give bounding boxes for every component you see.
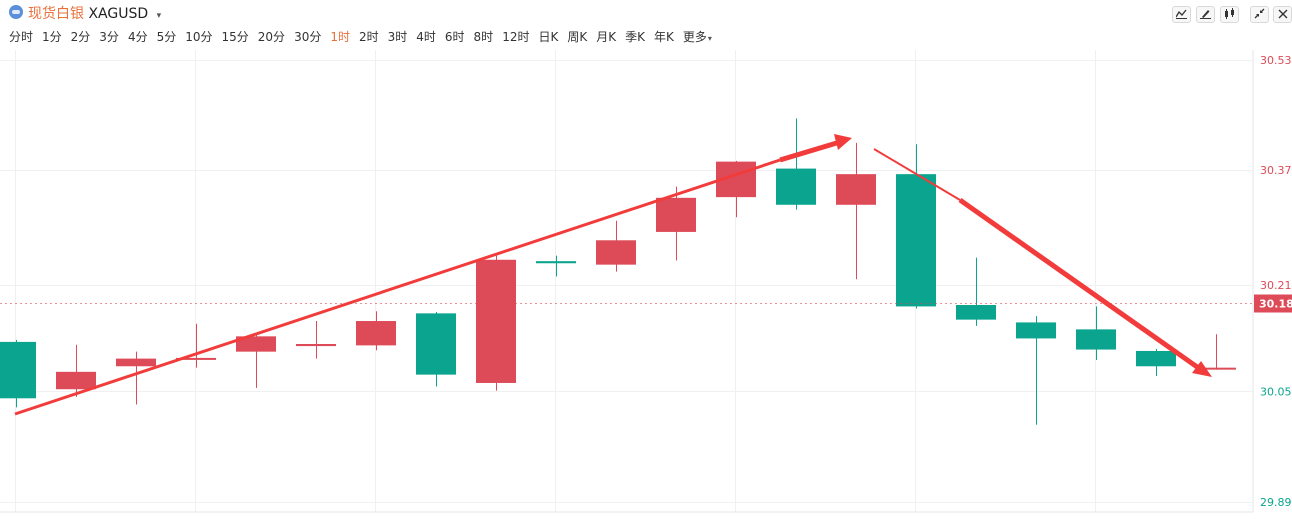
candle-body [476,259,516,383]
candle [1136,348,1176,377]
price-tick-label: 29.898 [1260,496,1292,509]
chevron-down-icon: ▾ [707,34,712,43]
current-price-label: 30.184 [1259,298,1292,311]
interval-tab[interactable]: 2分 [70,30,91,44]
candle-body [836,174,876,205]
candle-body [596,240,636,265]
trend-down-arrowhead [1192,361,1212,377]
interval-tab[interactable]: 季K [625,30,645,44]
candle [236,334,276,388]
candle [56,344,96,397]
price-tick-label: 30.533 [1260,54,1292,67]
interval-tab[interactable]: 5分 [156,30,177,44]
candle-body [236,336,276,352]
price-tick-label: 30.210 [1260,279,1292,292]
candle-body [416,313,456,375]
candle [896,144,936,309]
candle [1016,316,1056,425]
interval-tab[interactable]: 周K [567,30,588,44]
interval-tab[interactable]: 4分 [127,30,148,44]
interval-tab[interactable]: 分时 [9,30,34,44]
price-tick-label: 30.375 [1260,164,1292,177]
candle-body [176,357,216,360]
candle-body [0,341,36,399]
candle-body [956,305,996,320]
trend-up-thick-line [779,139,841,163]
candle-body [56,371,96,390]
interval-tab[interactable]: 10分 [185,30,213,44]
instrument-name: 现货白银 [28,6,84,22]
current-price-badge [1254,294,1292,313]
candle-body [776,168,816,205]
interval-tabs: 分时 1分 2分 3分 4分 5分 10分 15分 20分 30分 1时 2时 3时 4时 6时 8时 12时日… [9,28,721,46]
silver-coin-icon [9,5,23,19]
trend-up-thin-line [14,158,781,416]
price-tick-label: 30.057 [1260,385,1292,398]
interval-tab[interactable]: 8时 [473,30,494,44]
annotation-arrows [14,134,1212,416]
candle [0,339,36,408]
candle [176,323,216,368]
draw-icon[interactable] [1196,6,1215,23]
candle [476,255,516,391]
instrument-code: XAGUSD [88,6,149,22]
interval-tab[interactable]: 4时 [416,30,436,44]
interval-tab[interactable]: 20分 [257,30,286,44]
candle [956,257,996,326]
candle [116,351,156,405]
chart-grid [0,50,1253,512]
trend-up-arrowhead [834,134,852,150]
candle [776,118,816,210]
candle [356,311,396,351]
interval-tab[interactable]: 12时 [502,30,530,44]
candle-body [536,261,576,264]
interval-tab[interactable]: 30分 [294,30,322,44]
instrument-selector[interactable]: 现货白银 XAGUSD ▾ [28,3,161,23]
close-icon[interactable] [1273,6,1292,23]
candle [596,220,636,272]
candle-body [1076,329,1116,350]
trend-down-thick-line [958,197,1202,372]
collapse-icon[interactable] [1250,6,1269,23]
candle-body [296,343,336,347]
candle [836,142,876,280]
candle [656,186,696,261]
indicator-icon[interactable] [1220,6,1239,23]
interval-tab[interactable]: 1时 [330,30,350,44]
candle [1196,334,1236,370]
interval-tab[interactable]: 15分 [221,30,249,44]
candle-body [1136,350,1176,367]
interval-tab[interactable]: 年K [653,30,674,44]
candle [1076,306,1116,361]
candle-body [356,321,396,346]
more-intervals-button[interactable]: 更多▾ [682,30,712,44]
candle-body [1016,322,1056,339]
price-axis: 30.533 30.375 30.210 30.057 29.898 30.184 [1254,54,1292,509]
interval-tab[interactable]: 2时 [358,30,379,44]
chevron-down-icon: ▾ [156,11,162,21]
interval-tab[interactable]: 6时 [444,30,465,44]
interval-tab[interactable]: 1分 [42,30,62,44]
candle-body [896,174,936,307]
candle [416,311,456,387]
candle [296,321,336,359]
candles-layer [0,118,1236,425]
line-tool-icon[interactable] [1172,6,1191,23]
chart-header: 现货白银 XAGUSD ▾ [0,0,1292,24]
candle-body [656,197,696,232]
interval-tab[interactable]: 3时 [387,30,408,44]
interval-tab[interactable]: 日K [538,30,559,44]
candle-body [1196,367,1236,370]
trend-down-thin-line [873,148,961,201]
candle-body [116,358,156,367]
interval-tab[interactable]: 3分 [99,30,119,44]
interval-tab[interactable]: 月K [596,30,617,44]
candle [536,255,576,277]
